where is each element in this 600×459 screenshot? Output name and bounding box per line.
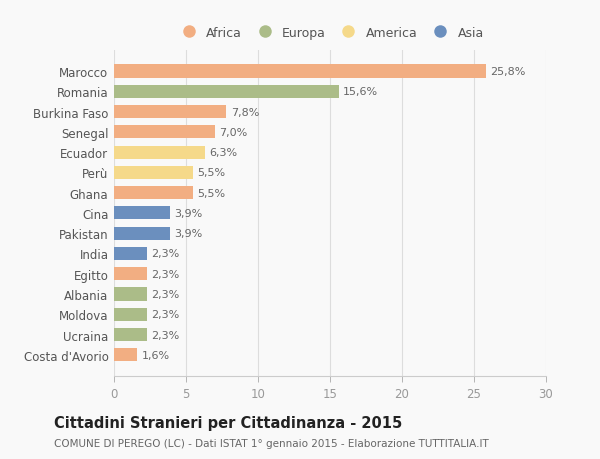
Bar (114, 227, 170, 240)
Text: 6,3%: 6,3% (209, 148, 237, 158)
Legend: Africa, Europa, America, Asia: Africa, Europa, America, Asia (173, 24, 487, 42)
Text: 3,9%: 3,9% (175, 208, 203, 218)
Text: 25,8%: 25,8% (490, 67, 525, 77)
Text: 5,5%: 5,5% (197, 168, 226, 178)
Bar (114, 288, 147, 301)
Text: 1,6%: 1,6% (142, 350, 169, 360)
Bar (114, 106, 226, 119)
Text: 2,3%: 2,3% (151, 330, 179, 340)
Bar (114, 348, 137, 362)
Bar (114, 167, 193, 179)
Text: 7,8%: 7,8% (230, 107, 259, 118)
Bar (114, 308, 147, 321)
Text: 5,5%: 5,5% (197, 188, 226, 198)
Bar (114, 207, 170, 220)
Bar (114, 187, 193, 200)
Text: 3,9%: 3,9% (175, 229, 203, 239)
Bar (114, 268, 147, 280)
Text: 2,3%: 2,3% (151, 309, 179, 319)
Text: 2,3%: 2,3% (151, 269, 179, 279)
Text: 7,0%: 7,0% (219, 128, 247, 138)
Bar (114, 126, 215, 139)
Text: 15,6%: 15,6% (343, 87, 378, 97)
Text: COMUNE DI PEREGO (LC) - Dati ISTAT 1° gennaio 2015 - Elaborazione TUTTITALIA.IT: COMUNE DI PEREGO (LC) - Dati ISTAT 1° ge… (54, 438, 489, 448)
Bar (114, 328, 147, 341)
Bar (114, 65, 485, 78)
Bar (114, 146, 205, 159)
Text: 2,3%: 2,3% (151, 249, 179, 259)
Bar (114, 247, 147, 260)
Text: Cittadini Stranieri per Cittadinanza - 2015: Cittadini Stranieri per Cittadinanza - 2… (54, 415, 402, 431)
Bar (114, 85, 338, 99)
Text: 2,3%: 2,3% (151, 289, 179, 299)
